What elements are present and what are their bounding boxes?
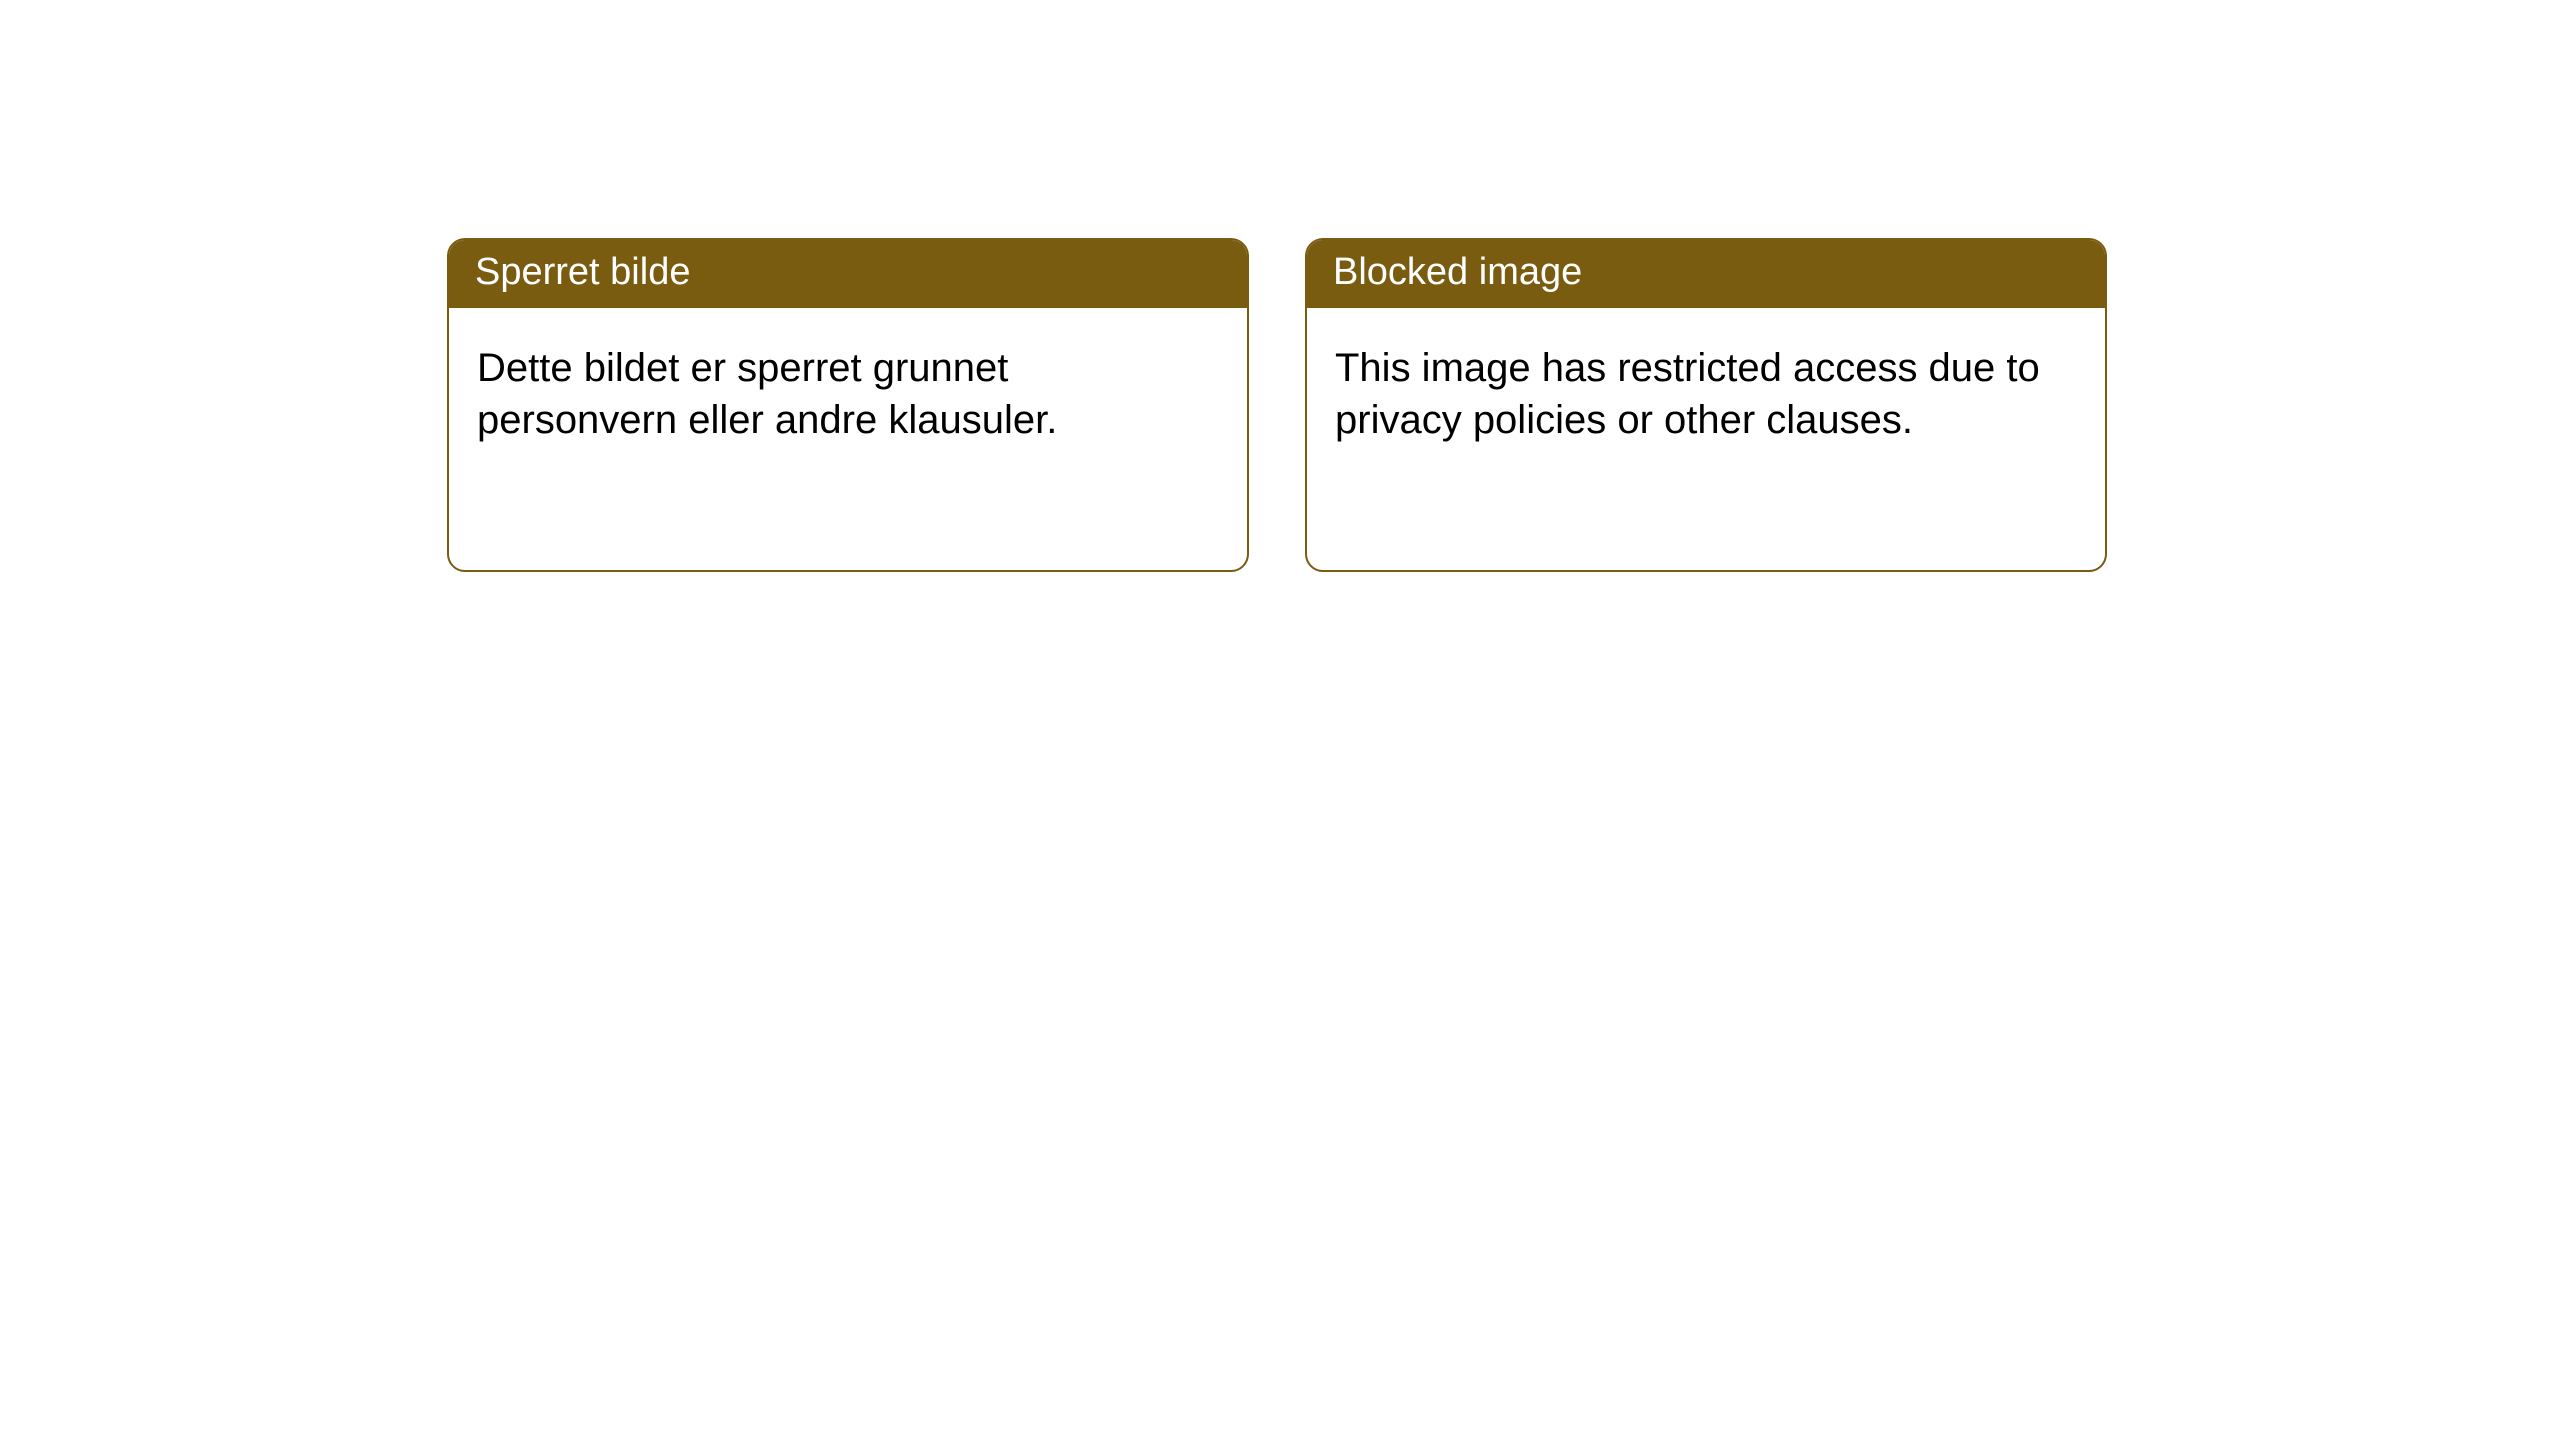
notice-card-norwegian: Sperret bilde Dette bildet er sperret gr… (447, 238, 1249, 572)
card-body-text: Dette bildet er sperret grunnet personve… (449, 308, 1247, 480)
notice-card-english: Blocked image This image has restricted … (1305, 238, 2107, 572)
card-title: Sperret bilde (449, 240, 1247, 308)
card-title: Blocked image (1307, 240, 2105, 308)
card-body-text: This image has restricted access due to … (1307, 308, 2105, 480)
notice-container: Sperret bilde Dette bildet er sperret gr… (0, 0, 2560, 572)
